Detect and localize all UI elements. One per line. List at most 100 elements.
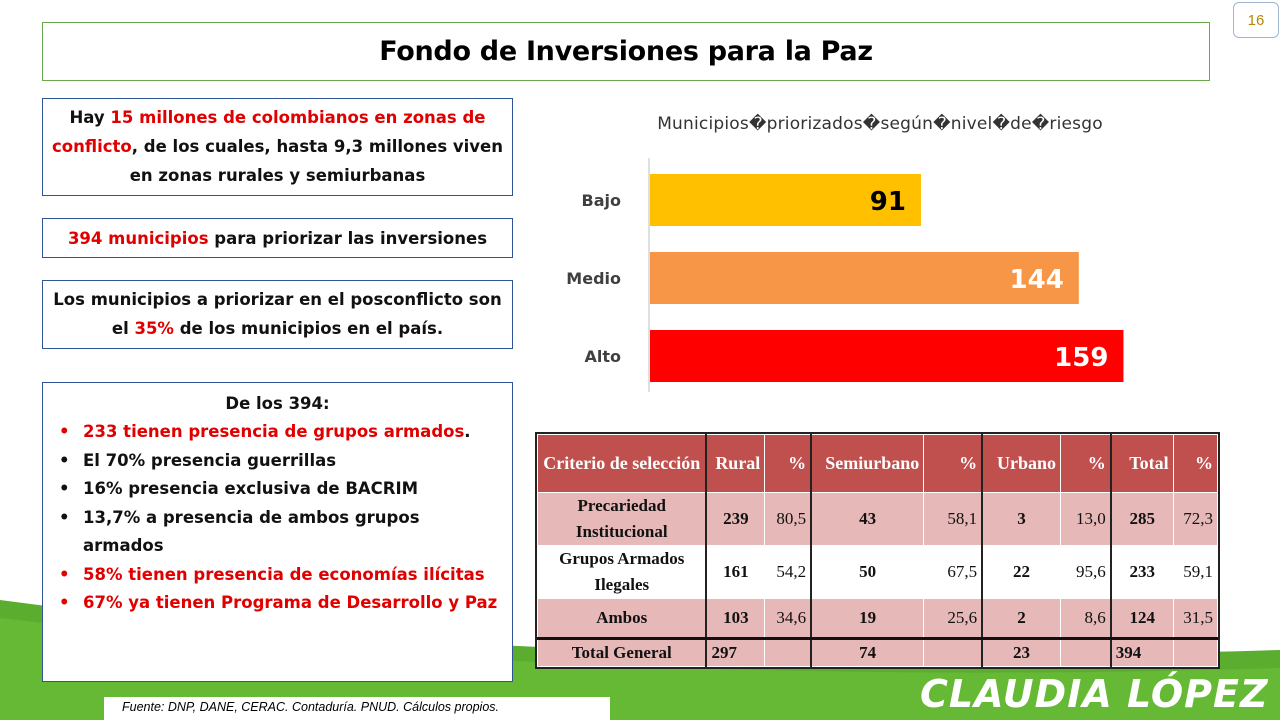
- bullet-icon: •: [59, 564, 70, 584]
- header-rural: Rural: [705, 434, 766, 493]
- chart-title: Municipios�priorizados�según�nivel�de�ri…: [657, 114, 1103, 134]
- tick-label-bajo: Bajo: [582, 191, 621, 210]
- list-item: • 233 tienen presencia de grupos armados.: [51, 418, 504, 447]
- risk-level-bar-chart: Bajo 91 Medio 144 Alto 159: [566, 158, 1124, 392]
- table-cell: 103: [705, 598, 766, 639]
- table-cell: 19: [810, 598, 925, 639]
- bullet-icon: •: [59, 593, 70, 612]
- list-item-text: El 70% presencia guerrillas: [83, 450, 337, 470]
- brand-logo-text: CLAUDIA LÓPEZ: [920, 672, 1269, 716]
- table-cell: 67,5: [923, 545, 983, 599]
- table-cell: 3: [981, 492, 1062, 546]
- table-cell: [923, 637, 983, 667]
- bullet-icon: •: [59, 507, 70, 527]
- list-item-text: 67% ya tienen Programa de Desarrollo y P…: [83, 593, 498, 612]
- table-cell: 59,1: [1172, 545, 1219, 599]
- breakdown-heading: De los 394:: [225, 394, 330, 413]
- table-cell: [764, 637, 812, 667]
- list-item: • El 70% presencia guerrillas: [51, 447, 504, 476]
- list-item-text: 16% presencia exclusiva de BACRIM: [83, 479, 419, 498]
- header-total-pct: %: [1172, 434, 1219, 493]
- table-cell: 74: [810, 637, 925, 667]
- table-cell: 124: [1109, 598, 1174, 639]
- header-urbano: Urbano: [981, 434, 1062, 493]
- table-cell: 34,6: [764, 598, 812, 639]
- breakdown-list: • 233 tienen presencia de grupos armados.…: [51, 418, 504, 618]
- header-criterio: Criterio de selección: [537, 434, 707, 493]
- box3-text-1: Los municipios a priorizar en el posconf…: [53, 290, 502, 338]
- list-item: • 13,7% a presencia de ambos grupos armad…: [51, 504, 504, 561]
- table-cell: 13,0: [1060, 492, 1112, 546]
- table-cell: Grupos Armados Ilegales: [537, 545, 707, 599]
- box1-highlight: 15 millones de colombianos en zonas de c…: [52, 108, 486, 156]
- table-cell: Ambos: [537, 598, 707, 639]
- table-cell: 8,6: [1060, 598, 1112, 639]
- table-cell: 297: [705, 637, 766, 667]
- table-cell: 31,5: [1172, 598, 1219, 639]
- bullet-icon: •: [59, 479, 70, 498]
- table-total-row: Total General 297 74 23 394: [537, 637, 1219, 667]
- header-urbano-pct: %: [1060, 434, 1112, 493]
- box1-text-2: , de los cuales, hasta 9,3 millones vive…: [129, 137, 503, 185]
- table-cell: Total General: [537, 637, 707, 667]
- list-item-text: 233 tienen presencia de grupos armados: [83, 422, 465, 441]
- bar-medio: [650, 252, 1079, 304]
- title-box: Fondo de Inversiones para la Paz: [42, 22, 1210, 81]
- info-box-municipios: 394 municipios para priorizar las invers…: [42, 218, 513, 258]
- table-header-row: Criterio de selección Rural % Semiurbano…: [537, 434, 1219, 493]
- header-semiurbano: Semiurbano: [810, 434, 925, 493]
- table-cell: 239: [705, 492, 766, 546]
- table-cell: 54,2: [764, 545, 812, 599]
- box2-highlight: 394 municipios: [67, 229, 209, 248]
- table-cell: 285: [1109, 492, 1174, 546]
- table-cell: 72,3: [1172, 492, 1219, 546]
- data-label-bajo: 91: [870, 187, 906, 217]
- list-item-text: 13,7% a presencia de ambos grupos armado…: [83, 507, 420, 556]
- list-item: • 67% ya tienen Programa de Desarrollo y …: [51, 589, 504, 618]
- table-cell: 394: [1109, 637, 1174, 667]
- bar-alto: [650, 330, 1124, 382]
- box2-text: para priorizar las inversiones: [208, 229, 488, 248]
- selection-criteria-table: Criterio de selección Rural % Semiurbano…: [535, 432, 1220, 669]
- table-cell: 43: [810, 492, 925, 546]
- header-semiurbano-pct: %: [923, 434, 983, 493]
- table-cell: Precariedad Institucional: [537, 492, 707, 546]
- info-box-breakdown: De los 394: • 233 tienen presencia de gru…: [42, 382, 513, 682]
- table-cell: 25,6: [923, 598, 983, 639]
- source-note: Fuente: DNP, DANE, CERAC. Contaduría. PN…: [104, 697, 610, 720]
- list-item: • 58% tienen presencia de economías ilíci…: [51, 561, 504, 590]
- table-cell: [1172, 637, 1219, 667]
- header-total: Total: [1109, 434, 1174, 493]
- list-item-tail: .: [464, 422, 471, 441]
- bullet-icon: •: [59, 422, 70, 441]
- table-cell: 95,6: [1060, 545, 1112, 599]
- bullet-icon: •: [59, 450, 70, 470]
- box3-highlight: 35%: [134, 319, 174, 338]
- criteria-table: Criterio de selección Rural % Semiurbano…: [537, 434, 1219, 667]
- table-cell: 50: [810, 545, 925, 599]
- data-label-medio: 144: [1010, 265, 1064, 295]
- tick-label-alto: Alto: [584, 347, 621, 366]
- info-box-percentage: Los municipios a priorizar en el posconf…: [42, 280, 513, 349]
- bar-bajo: [650, 174, 921, 226]
- table-cell: 23: [981, 637, 1062, 667]
- table-cell: 80,5: [764, 492, 812, 546]
- data-label-alto: 159: [1054, 343, 1108, 373]
- tick-label-medio: Medio: [566, 269, 621, 288]
- list-item: • 16% presencia exclusiva de BACRIM: [51, 475, 504, 504]
- table-cell: 233: [1109, 545, 1174, 599]
- table-row: Ambos 103 34,6 19 25,6 2 8,6 124 31,5: [537, 598, 1219, 639]
- table-row: Precariedad Institucional 239 80,5 43 58…: [537, 492, 1219, 546]
- box1-text-1: Hay: [69, 108, 111, 127]
- table-cell: [1060, 637, 1112, 667]
- page-number: 16: [1233, 2, 1279, 38]
- table-cell: 161: [705, 545, 766, 599]
- list-item-text: 58% tienen presencia de economías ilícit…: [83, 564, 485, 584]
- header-rural-pct: %: [764, 434, 812, 493]
- table-cell: 22: [981, 545, 1062, 599]
- box3-text-2: de los municipios en el país.: [173, 319, 444, 338]
- table-row: Grupos Armados Ilegales 161 54,2 50 67,5…: [537, 545, 1219, 599]
- info-box-population: Hay 15 millones de colombianos en zonas …: [42, 98, 513, 196]
- page-title: Fondo de Inversiones para la Paz: [379, 36, 873, 67]
- table-cell: 58,1: [923, 492, 983, 546]
